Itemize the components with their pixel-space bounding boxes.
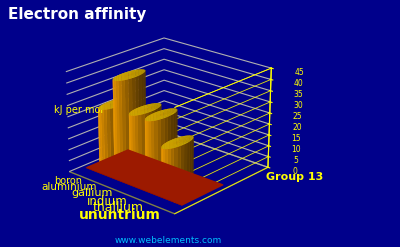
Text: www.webelements.com: www.webelements.com bbox=[114, 236, 222, 245]
Text: Electron affinity: Electron affinity bbox=[8, 7, 146, 22]
